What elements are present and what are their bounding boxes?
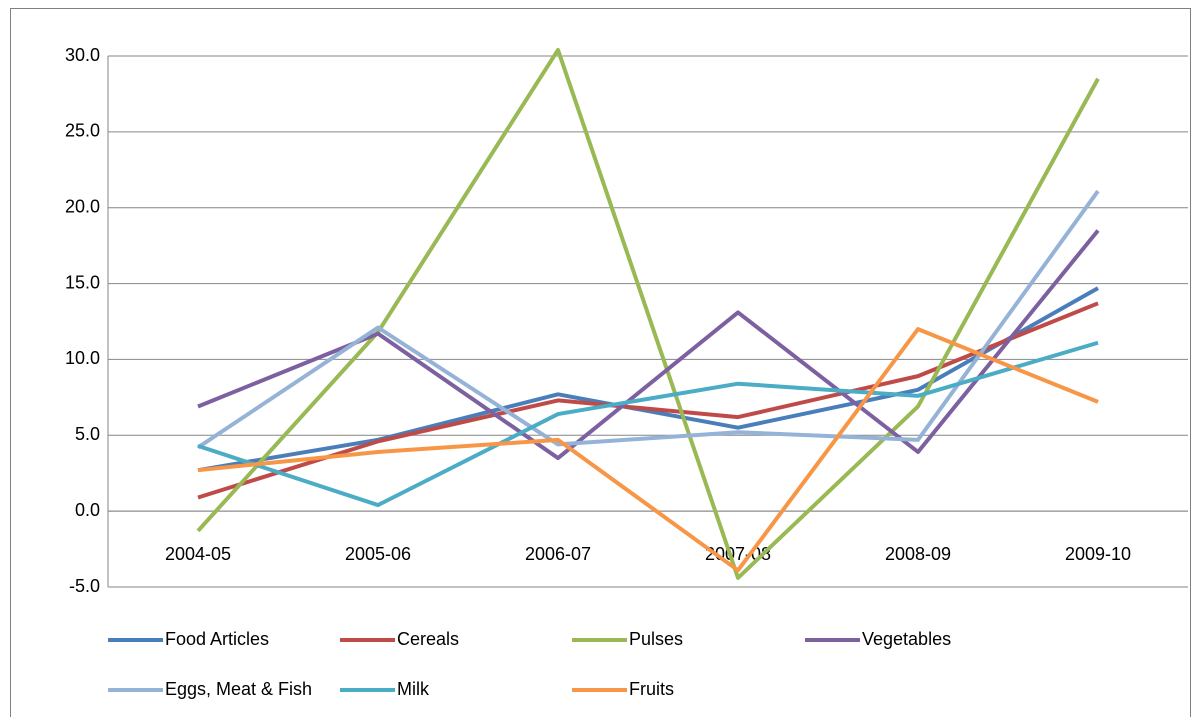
legend-label: Fruits [629,679,674,699]
x-tick-label: 2004-05 [165,544,231,564]
y-tick-label: 0.0 [75,500,100,520]
y-tick-label: 30.0 [65,45,100,65]
legend-label: Vegetables [862,629,951,649]
legend-label: Milk [397,679,430,699]
x-tick-label: 2006-07 [525,544,591,564]
y-tick-label: 10.0 [65,348,100,368]
y-tick-label: 20.0 [65,196,100,216]
y-tick-label: 25.0 [65,121,100,141]
x-tick-label: 2005-06 [345,544,411,564]
series-line [196,47,1100,580]
x-tick-label: 2009-10 [1065,544,1131,564]
y-tick-label: -5.0 [69,576,100,596]
legend-label: Cereals [397,629,459,649]
series-line [197,301,1099,500]
series-line [197,286,1099,473]
x-tick-label: 2008-09 [885,544,951,564]
legend-label: Food Articles [165,629,269,649]
y-tick-label: 5.0 [75,424,100,444]
series-line [196,189,1100,450]
series-line [197,327,1099,573]
series-line [197,340,1099,508]
y-tick-label: 15.0 [65,272,100,292]
legend-label: Pulses [629,629,683,649]
chart-border [10,8,1191,717]
legend-label: Eggs, Meat & Fish [165,679,312,699]
